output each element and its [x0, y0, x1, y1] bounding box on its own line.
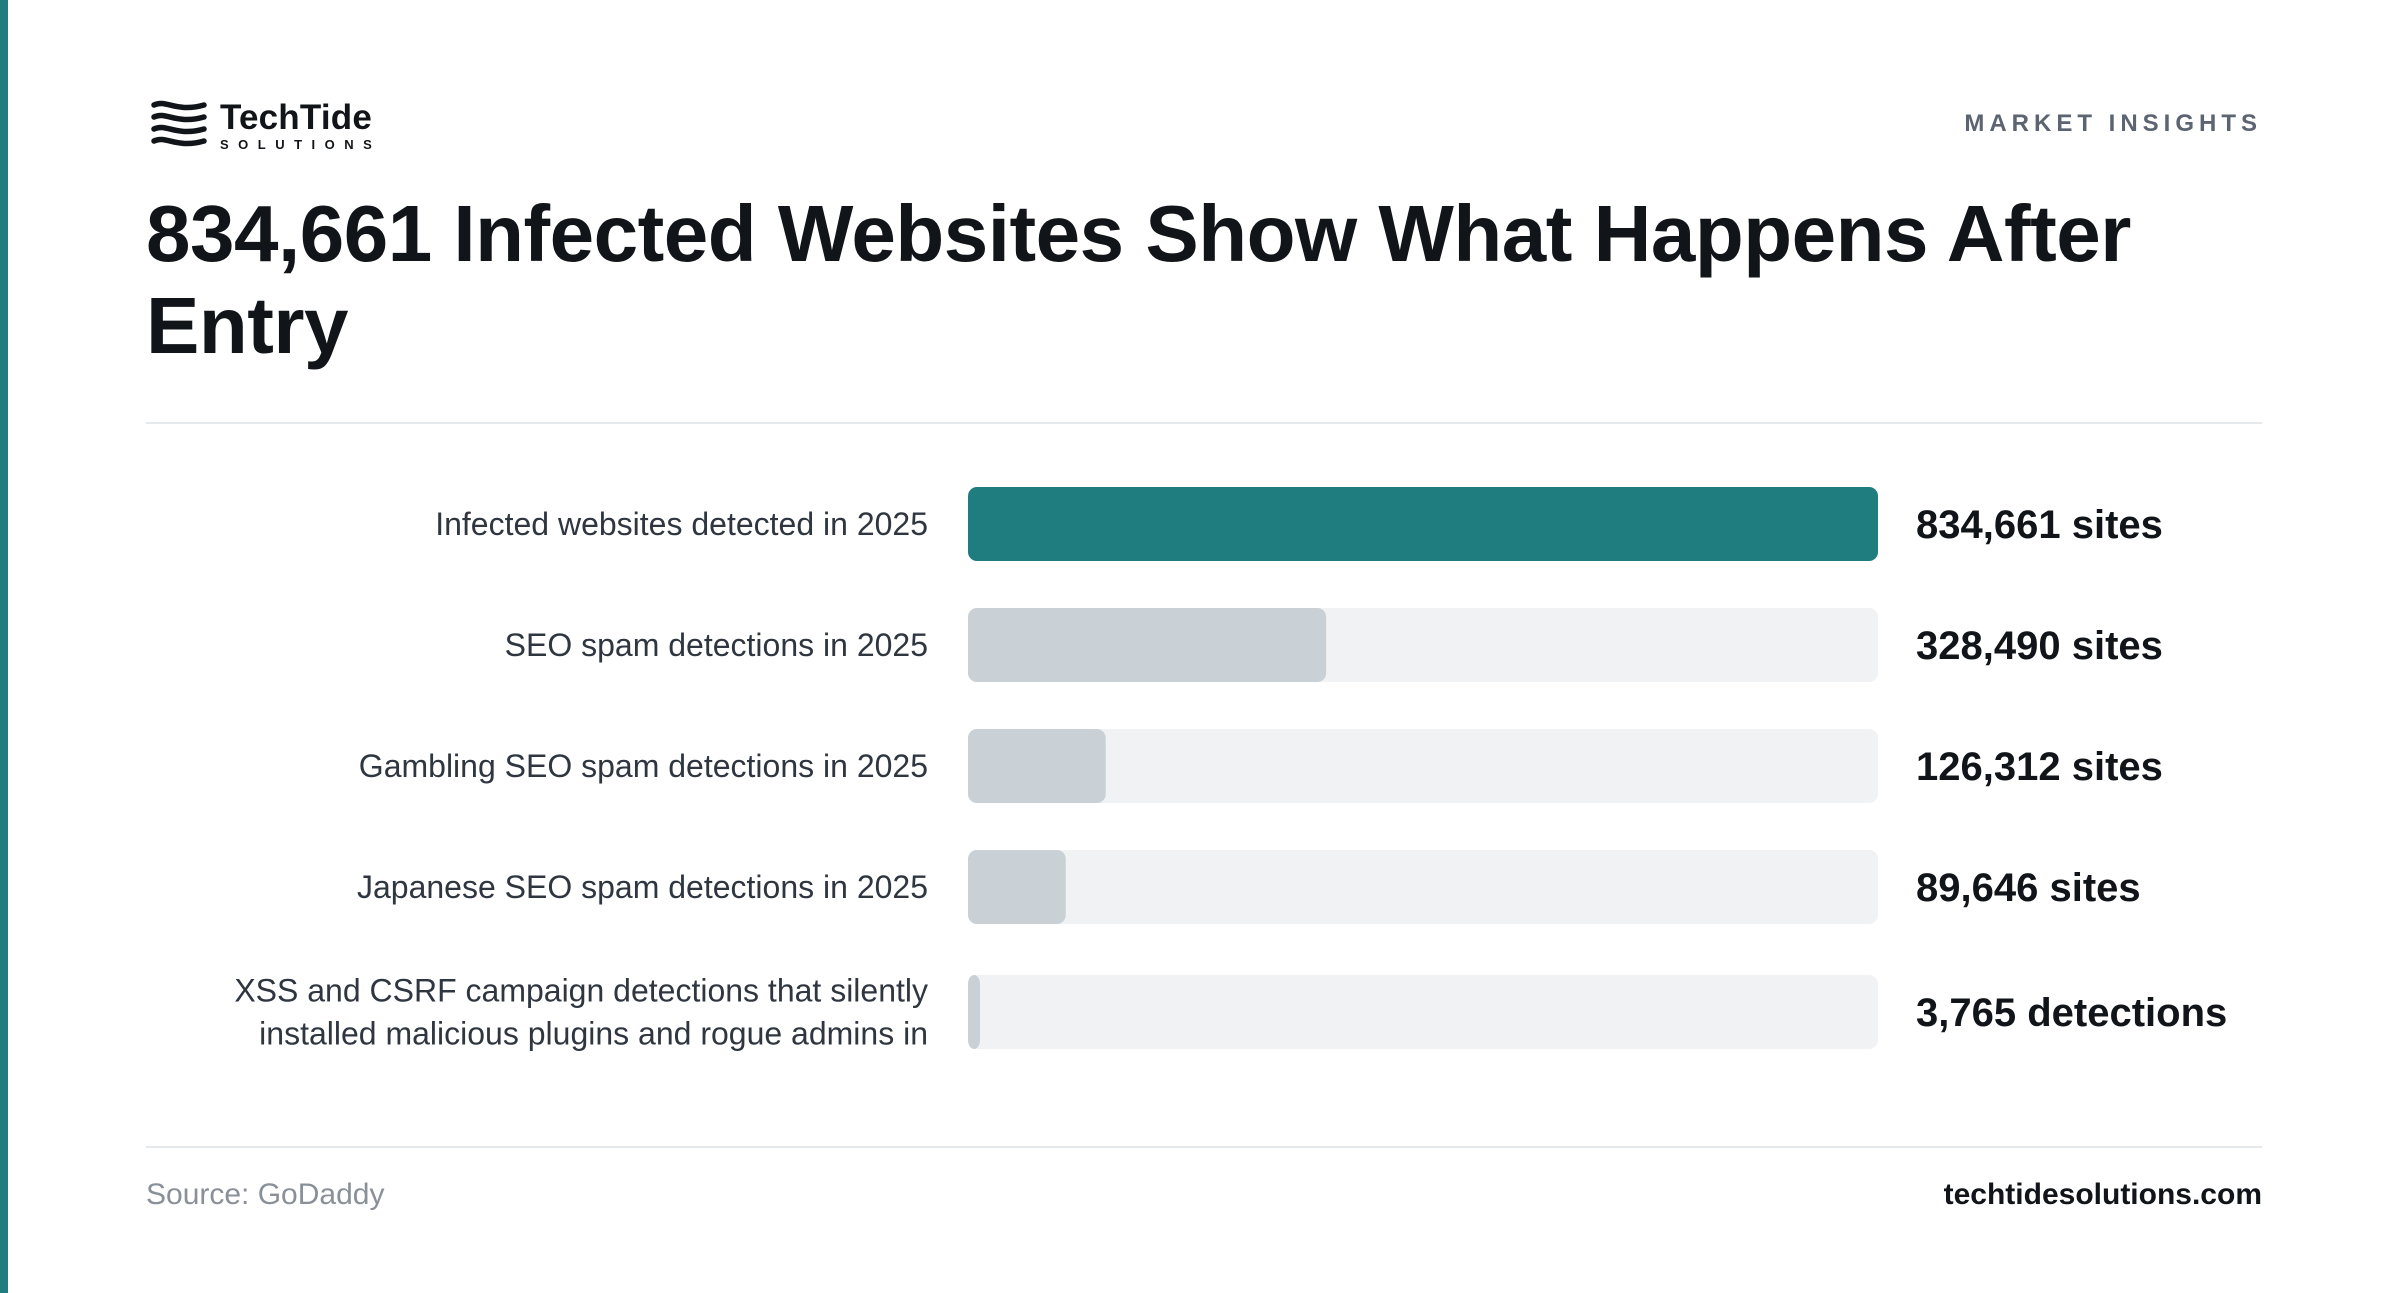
- bar: [968, 487, 1878, 561]
- footer: Source: GoDaddy techtidesolutions.com: [146, 1178, 2262, 1218]
- bar-row: XSS and CSRF campaign detections that si…: [234, 973, 2227, 1052]
- bar-row: Infected websites detected in 2025 834,66…: [435, 487, 2163, 561]
- brand-wordmark: TechTide SOLUTIONS: [220, 99, 381, 153]
- category-label: Infected websites detected in 2025: [435, 506, 928, 542]
- bar-row: Gambling SEO spam detections in 2025 126,…: [359, 729, 2163, 803]
- value-label: 126,312 sites: [1916, 745, 2163, 789]
- category-label: Gambling SEO spam detections in 2025: [359, 748, 928, 784]
- brand-tagline: SOLUTIONS: [220, 137, 382, 152]
- bar-track: [968, 850, 1878, 924]
- bar-row: Japanese SEO spam detections in 2025 89,6…: [357, 850, 2141, 924]
- divider-bottom: [146, 1146, 2262, 1148]
- accent-bar: [0, 0, 8, 1293]
- website-link[interactable]: techtidesolutions.com: [1943, 1178, 2262, 1211]
- source-credit: Source: GoDaddy: [146, 1178, 385, 1211]
- value-label: 89,646 sites: [1916, 866, 2141, 910]
- value-label: 328,490 sites: [1916, 624, 2163, 668]
- category-label-line: SEO spam detections in 2025: [505, 627, 928, 663]
- header: TechTide SOLUTIONS MARKET INSIGHTS: [146, 96, 2262, 156]
- value-label: 834,661 sites: [1916, 503, 2163, 547]
- bar: [968, 850, 1066, 924]
- brand-name: TechTide: [220, 98, 373, 137]
- section-eyebrow: MARKET INSIGHTS: [1964, 110, 2262, 137]
- bar: [968, 608, 1327, 682]
- category-label-line: Japanese SEO spam detections in 2025: [357, 869, 928, 905]
- wave-stripes-logo-icon: [151, 100, 207, 147]
- page-title: 834,661 Infected Websites Show What Happ…: [146, 189, 2131, 370]
- bar-track: [968, 975, 1878, 1049]
- category-label: XSS and CSRF campaign detections that si…: [234, 973, 928, 1052]
- category-label-line: Infected websites detected in 2025: [435, 506, 928, 542]
- category-label-line: XSS and CSRF campaign detections that si…: [234, 973, 928, 1009]
- divider-top: [146, 422, 2262, 424]
- bar: [968, 975, 980, 1049]
- bar: [968, 729, 1106, 803]
- bar-row: SEO spam detections in 2025 328,490 sites: [505, 608, 2163, 682]
- bar-chart: Infected websites detected in 2025 834,66…: [234, 487, 2227, 1052]
- category-label: SEO spam detections in 2025: [505, 627, 928, 663]
- value-label: 3,765 detections: [1916, 991, 2227, 1035]
- category-label-line: Gambling SEO spam detections in 2025: [359, 748, 928, 784]
- category-label-line: installed malicious plugins and rogue ad…: [259, 1016, 928, 1052]
- infographic-card: TechTide SOLUTIONS MARKET INSIGHTS 834,6…: [146, 0, 2262, 1293]
- category-label: Japanese SEO spam detections in 2025: [357, 869, 928, 905]
- brand-logo: TechTide SOLUTIONS: [150, 96, 381, 156]
- bar-track: [968, 729, 1878, 803]
